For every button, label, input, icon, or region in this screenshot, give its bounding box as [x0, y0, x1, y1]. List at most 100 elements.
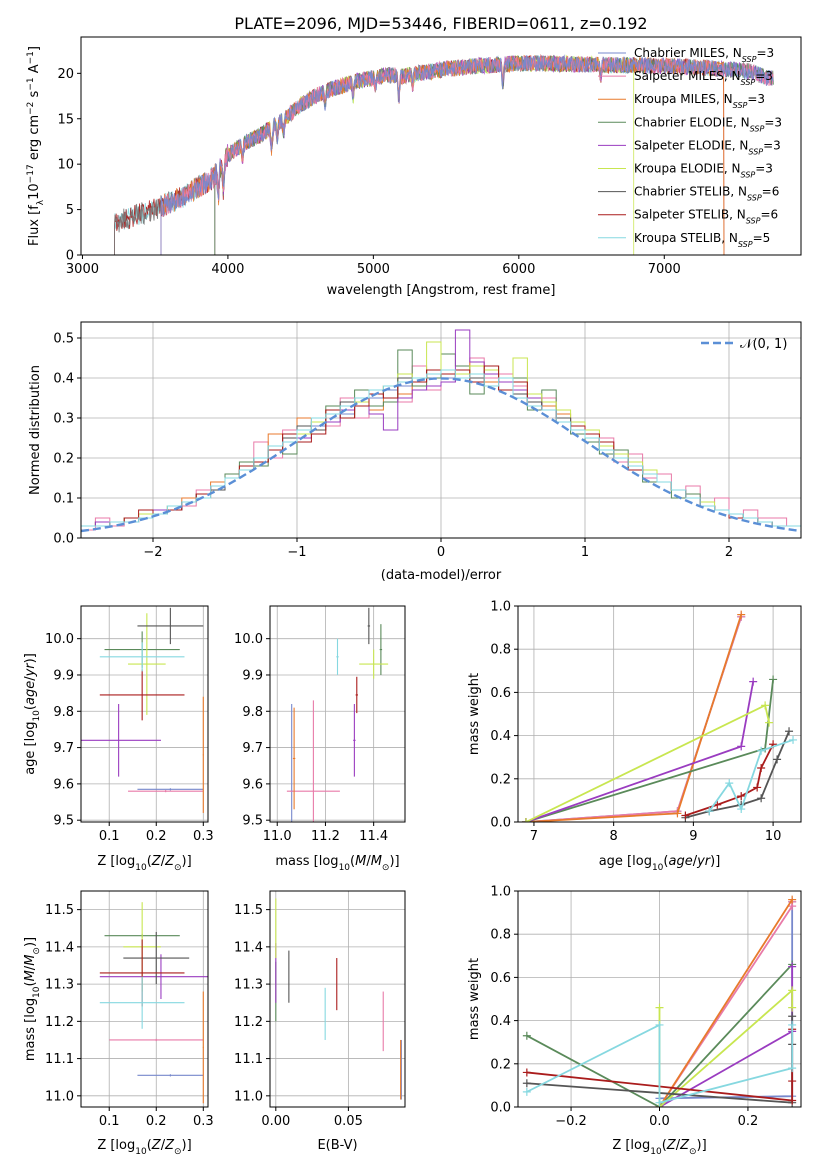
series-marker [757, 764, 766, 772]
series-marker [788, 1012, 797, 1021]
y-tick-label: 0.4 [490, 1014, 511, 1029]
y-tick-label: 9.9 [53, 668, 74, 683]
y-tick-label: 11.4 [45, 940, 74, 955]
series-marker [757, 746, 766, 755]
axes-frame [80, 605, 209, 823]
series-marker [655, 1020, 664, 1029]
errorbar-point [202, 696, 204, 813]
x-axis-label: age [log10(age/yr)] [599, 854, 721, 873]
series-marker [788, 1077, 797, 1086]
y-tick-label: 0.2 [490, 1057, 511, 1072]
spectrum-line-salpeter-stelib [114, 54, 725, 255]
y-tick-label: 11.1 [234, 1052, 263, 1067]
axes-frame [80, 321, 802, 539]
series-marker [789, 735, 798, 744]
axes-frame [517, 605, 802, 823]
series-marker [737, 610, 746, 619]
y-tick-label: 0.4 [490, 729, 511, 744]
errorbar-point [137, 607, 204, 645]
plot-area-spectrum [114, 54, 774, 255]
y-tick-label: 0.8 [490, 928, 511, 943]
errorbar-point [353, 704, 356, 777]
y-tick-label: 0.0 [490, 816, 511, 831]
y-tick-label: 0 [66, 249, 74, 264]
x-tick-label: 0.05 [334, 1114, 363, 1129]
errorbar-point [286, 700, 340, 822]
legend-label: Kroupa MILES, NSSP=3 [634, 92, 765, 110]
spectrum-line-salpeter-miles [160, 55, 774, 255]
x-tick-label: 9 [689, 829, 697, 844]
errorbar-point [336, 638, 339, 675]
series-marker [769, 675, 778, 684]
series-marker [753, 783, 762, 792]
y-tick-label: 1.0 [490, 885, 511, 900]
axes-spectrum: 3000 4000 5000 6000 7000 0 5 10 15 20 [57, 36, 802, 277]
y-tick-label: 0.2 [53, 452, 74, 467]
y-tick-label: 0.8 [490, 643, 511, 658]
y-axis-label: Normed distribution [28, 365, 43, 495]
series-marker [788, 962, 797, 971]
errorbar-point [99, 669, 185, 721]
x-axis-label: Z [log10(Z/Z⊙)] [97, 854, 191, 873]
series-marker [705, 807, 714, 816]
y-tick-label: 9.5 [53, 814, 74, 829]
x-tick-label: 11.0 [263, 829, 292, 844]
series-line [525, 704, 770, 822]
series-marker [655, 1098, 664, 1107]
y-tick-label: 11.3 [234, 978, 263, 993]
legend-label: Chabrier MILES, NSSP=3 [634, 46, 774, 64]
y-tick-label: 9.8 [242, 705, 263, 720]
x-tick-label: 3000 [66, 262, 99, 277]
x-axis-label: Z [log10(Z/Z⊙)] [97, 1138, 191, 1157]
x-tick-label: 5000 [357, 262, 390, 277]
axes-age-vs-Z: 0.1 0.2 0.3 9.5 9.6 9.7 9.8 9.9 10.0 [45, 605, 214, 844]
axes-frame [517, 890, 802, 1108]
x-tick-label: 6000 [502, 262, 535, 277]
series-marker [788, 986, 797, 995]
x-axis-label: (data-model)/error [381, 568, 502, 583]
series-line [526, 963, 793, 1107]
series-marker [521, 818, 530, 822]
series-line [525, 681, 755, 822]
y-tick-label: 11.3 [45, 978, 74, 993]
legend-label: Kroupa ELODIE, NSSP=3 [634, 162, 773, 180]
y-tick-label: 0.0 [490, 1101, 511, 1116]
errorbar-point [355, 676, 358, 714]
axes-frame [80, 36, 802, 256]
errorbar-point [99, 954, 208, 999]
plot-area-age-vs-mass [286, 607, 389, 822]
series-line [685, 730, 790, 819]
y-tick-label: 0.6 [490, 971, 511, 986]
errorbar-point [109, 1038, 204, 1042]
y-tick-label: 10 [57, 158, 74, 173]
series-marker [681, 811, 690, 820]
series-marker [773, 755, 782, 764]
y-axis-label: Flux [fλ10−17 erg cm−2 s−1 A−1] [26, 46, 46, 246]
errorbar-point [292, 707, 296, 810]
x-axis-label: wavelength [Angstrom, rest frame] [327, 283, 556, 298]
series-marker [788, 1064, 797, 1073]
legend-label: Kroupa STELIB, NSSP=5 [634, 231, 770, 249]
spectrum-line-kroupa-stelib [114, 54, 774, 255]
x-tick-label: 0.00 [261, 1114, 290, 1129]
series-marker [788, 895, 797, 904]
x-axis-label: Z [log10(Z/Z⊙)] [612, 1138, 706, 1157]
x-tick-label: 11.4 [359, 829, 388, 844]
y-tick-label: 11.1 [45, 1052, 74, 1067]
x-tick-label: 10 [765, 829, 782, 844]
legend-label: Salpeter ELODIE, NSSP=3 [634, 138, 781, 156]
y-tick-label: 0.6 [490, 686, 511, 701]
x-tick-label: 0.3 [193, 1114, 214, 1129]
figure-title: PLATE=2096, MJD=53446, FIBERID=0611, z=0… [234, 14, 647, 33]
errorbar-point [128, 790, 204, 793]
errorbar-point [99, 642, 185, 672]
plot-area-weight-vs-Z [522, 895, 797, 1107]
series-marker [757, 794, 766, 803]
y-tick-label: 9.6 [53, 777, 74, 792]
series-marker [737, 742, 746, 751]
y-tick-label: 10.0 [45, 632, 74, 647]
x-axis-label: mass [log10(M/M⊙)] [275, 854, 399, 873]
x-tick-label: 2 [725, 545, 733, 560]
y-tick-label: 11.2 [45, 1015, 74, 1030]
y-tick-label: 9.9 [242, 668, 263, 683]
